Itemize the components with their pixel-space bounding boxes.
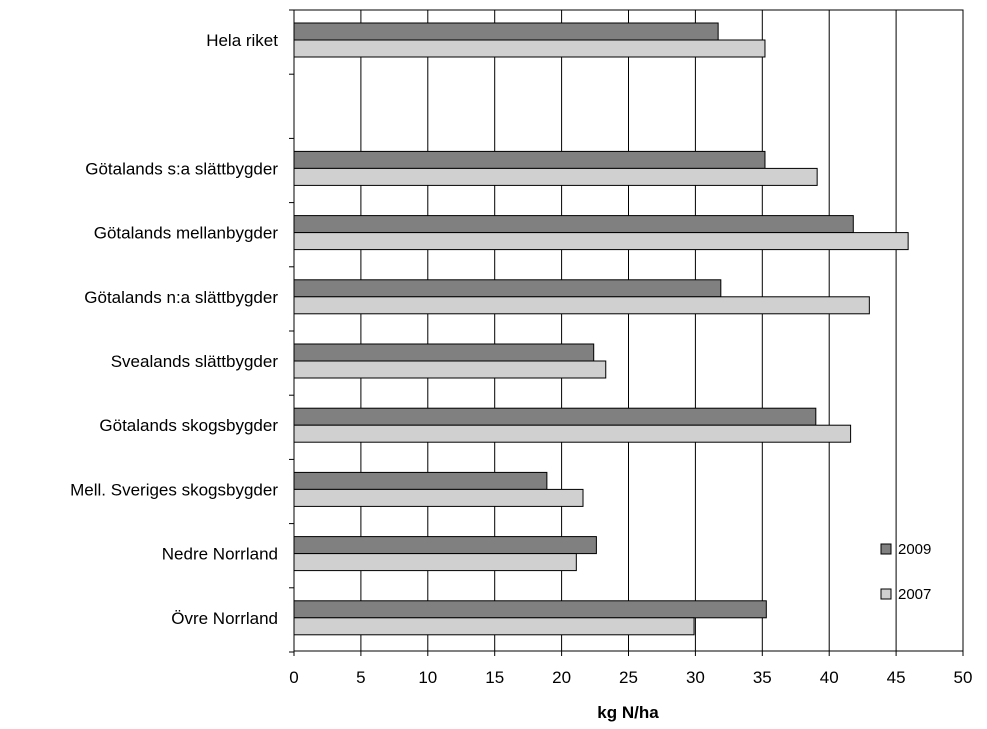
x-tick-label: 0 [289,668,298,687]
axes [289,9,964,656]
x-tick-label: 5 [356,668,365,687]
bar-2009 [293,22,719,41]
bar-2007 [293,232,909,251]
bar-2009 [293,536,597,555]
category-label: Hela riket [206,31,278,50]
legend-swatch-2009 [880,543,892,555]
legend: 2009 2007 [880,541,931,603]
bar-2009 [293,343,595,362]
category-label: Götalands mellanbygder [94,224,279,243]
category-labels: Hela riket Götalands s:a slättbygder Götal… [70,31,278,628]
legend-label-2009: 2009 [898,541,931,558]
bar-2007 [293,488,584,507]
x-tick-label: 25 [619,668,638,687]
category-label: Götalands n:a slättbygder [84,288,278,307]
bar-2007 [293,39,766,58]
legend-swatch-2007 [880,588,892,600]
x-tick-label: 45 [887,668,906,687]
x-tick-label: 20 [552,668,571,687]
category-label: Mell. Sveriges skogsbygder [70,480,278,499]
category-label: Nedre Norrland [162,545,278,564]
x-tick-label: 30 [686,668,705,687]
bar-2007 [293,296,870,315]
bar-2007 [293,167,818,186]
bar-2007 [293,424,852,443]
bar-2009 [293,407,817,426]
bar-2009 [293,600,767,619]
category-label: Övre Norrland [171,609,278,628]
category-label: Götalands s:a slättbygder [85,159,278,178]
bar-2007 [293,360,607,379]
category-label: Svealands slättbygder [111,352,279,371]
x-axis-label: kg N/ha [597,703,659,722]
bar-2009 [293,279,722,298]
bar-2009 [293,471,548,490]
x-tick-labels: 0 5 10 15 20 25 30 35 40 45 50 [289,668,972,687]
x-tick-label: 15 [485,668,504,687]
x-tick-label: 10 [418,668,437,687]
bar-2007 [293,553,577,572]
x-tick-label: 50 [954,668,973,687]
bar-2009 [293,215,854,234]
bar-2007 [293,617,695,636]
x-tick-label: 35 [753,668,772,687]
category-label: Götalands skogsbygder [99,416,278,435]
x-tick-label: 40 [820,668,839,687]
bar-2009 [293,150,766,169]
legend-label-2007: 2007 [898,586,931,603]
bars [293,22,909,636]
